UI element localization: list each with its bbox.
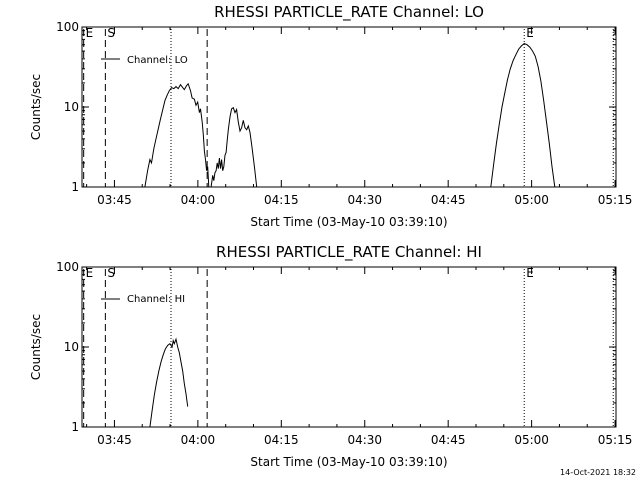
x-tick-label: 04:45	[431, 433, 466, 447]
x-tick-label: 05:00	[514, 433, 549, 447]
x-tick-label: 03:45	[97, 433, 132, 447]
y-tick-label: 1	[71, 180, 79, 194]
panel-lo: RHESSI PARTICLE_RATE Channel: LO Start T…	[29, 3, 632, 229]
series-line-segment	[490, 43, 556, 188]
x-tick-label: 03:45	[97, 193, 132, 207]
x-axis-label: Start Time (03-May-10 03:39:10)	[250, 455, 447, 469]
panel-hi: RHESSI PARTICLE_RATE Channel: HI Start T…	[29, 243, 632, 469]
x-tick-label: 04:45	[431, 193, 466, 207]
x-tick-label: 05:00	[514, 193, 549, 207]
y-tick-label: 100	[56, 260, 79, 274]
legend-label: Channel: HI	[127, 294, 185, 305]
y-axis-label: Counts/sec	[29, 314, 43, 380]
chart-title: RHESSI PARTICLE_RATE Channel: HI	[216, 243, 482, 262]
x-tick-label: 04:30	[347, 193, 382, 207]
marker-label: S	[107, 26, 115, 40]
x-tick-label: 05:15	[598, 433, 633, 447]
marker-label: S	[107, 266, 115, 280]
marker-label: E	[86, 266, 94, 280]
x-axis-label: Start Time (03-May-10 03:39:10)	[250, 215, 447, 229]
y-tick-label: 10	[64, 340, 79, 354]
x-tick-label: 04:30	[347, 433, 382, 447]
series-line-segment	[149, 337, 189, 428]
x-tick-label: 04:15	[264, 433, 299, 447]
series-line-segment	[210, 106, 258, 188]
series-line-segment	[144, 82, 210, 188]
legend-label: Channel: LO	[127, 55, 188, 66]
y-axis-label: Counts/sec	[29, 74, 43, 140]
y-tick-label: 100	[56, 20, 79, 34]
x-tick-label: 04:00	[181, 193, 216, 207]
x-tick-label: 04:00	[181, 433, 216, 447]
marker-label: E	[526, 26, 534, 40]
marker-label: E	[86, 26, 94, 40]
chart-title: RHESSI PARTICLE_RATE Channel: LO	[214, 3, 484, 22]
timestamp-footer: 14-Oct-2021 18:32	[560, 468, 636, 477]
y-tick-label: 10	[64, 100, 79, 114]
x-tick-label: 05:15	[598, 193, 633, 207]
x-tick-label: 04:15	[264, 193, 299, 207]
y-tick-label: 1	[71, 420, 79, 434]
marker-label: E	[526, 266, 534, 280]
